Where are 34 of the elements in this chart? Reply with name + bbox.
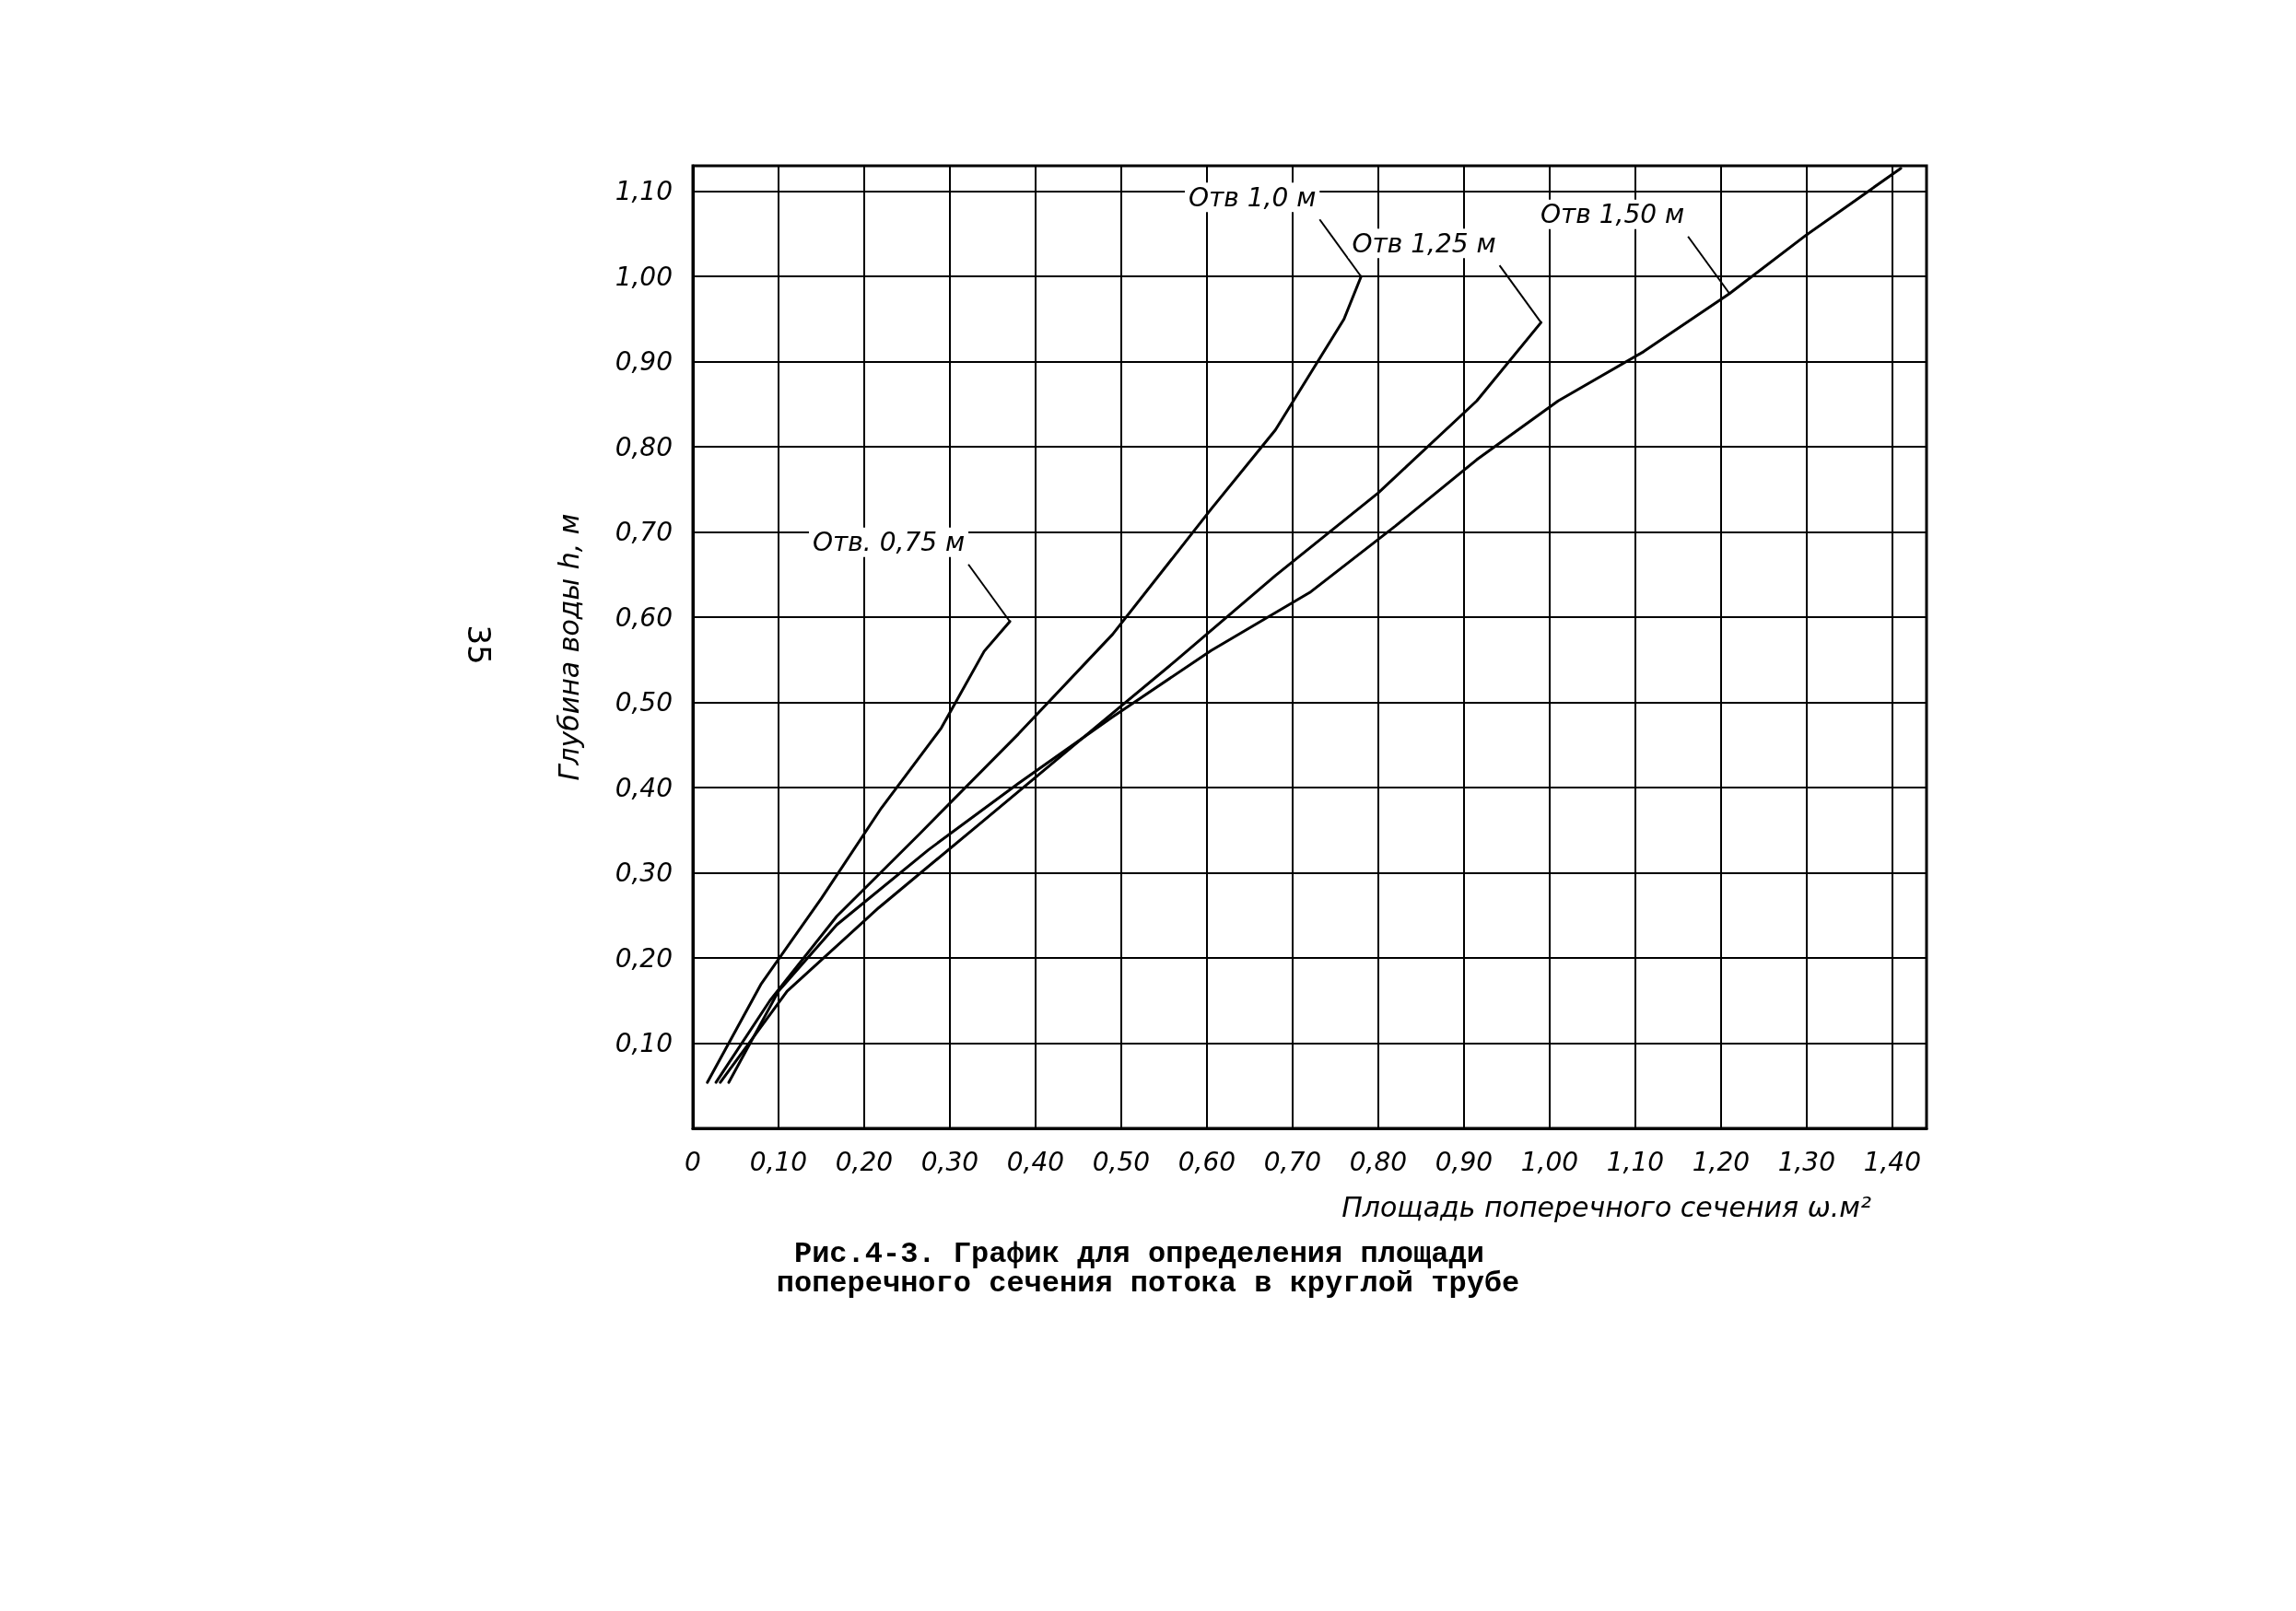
y-tick-label: 1,00 <box>615 261 673 292</box>
annotation: Отв. 0,75 м <box>813 527 966 558</box>
x-tick-label: 1,40 <box>1863 1146 1921 1177</box>
y-tick-label: 0,90 <box>615 346 673 378</box>
x-tick-label: 1,00 <box>1520 1146 1579 1177</box>
x-tick-label: 1,20 <box>1692 1146 1751 1177</box>
x-tick-label: 1,10 <box>1606 1146 1665 1177</box>
x-tick-label: 0,10 <box>749 1146 808 1177</box>
x-tick-label: 0,40 <box>1006 1146 1065 1177</box>
y-tick-label: 0,20 <box>615 942 673 974</box>
y-tick-label: 1,10 <box>615 176 673 207</box>
y-tick-label: 0,50 <box>615 687 673 718</box>
x-tick-label: 0,90 <box>1435 1146 1494 1177</box>
y-tick-label: 0,70 <box>615 517 673 548</box>
x-tick-label: 0 <box>685 1146 701 1177</box>
annotation: Отв 1,25 м <box>1352 228 1496 259</box>
y-tick-label: 0,10 <box>615 1028 673 1059</box>
y-tick-label: 0,80 <box>615 431 673 462</box>
x-tick-label: 0,20 <box>835 1146 894 1177</box>
text: 35 <box>461 625 498 665</box>
x-tick-label: 0,30 <box>920 1146 979 1177</box>
x-tick-label: 0,70 <box>1263 1146 1322 1177</box>
y-axis-title: Глубина воды h, м <box>552 513 585 781</box>
y-tick-label: 0,30 <box>615 858 673 889</box>
x-tick-label: 0,60 <box>1177 1146 1236 1177</box>
y-tick-label: 0,60 <box>615 601 673 633</box>
x-axis-title: Площадь поперечного сечения ω.м² <box>1341 1190 1871 1223</box>
y-tick-label: 0,40 <box>615 772 673 803</box>
text: Рис.4-3. График для определения площади поперечного сечения потока в круглой трубе <box>776 1236 1520 1301</box>
annotation: Отв 1,50 м <box>1540 199 1685 230</box>
x-tick-label: 0,80 <box>1349 1146 1408 1177</box>
annotation: Отв 1,0 м <box>1188 181 1317 213</box>
x-tick-label: 1,30 <box>1777 1146 1835 1177</box>
x-tick-label: 0,50 <box>1092 1146 1151 1177</box>
